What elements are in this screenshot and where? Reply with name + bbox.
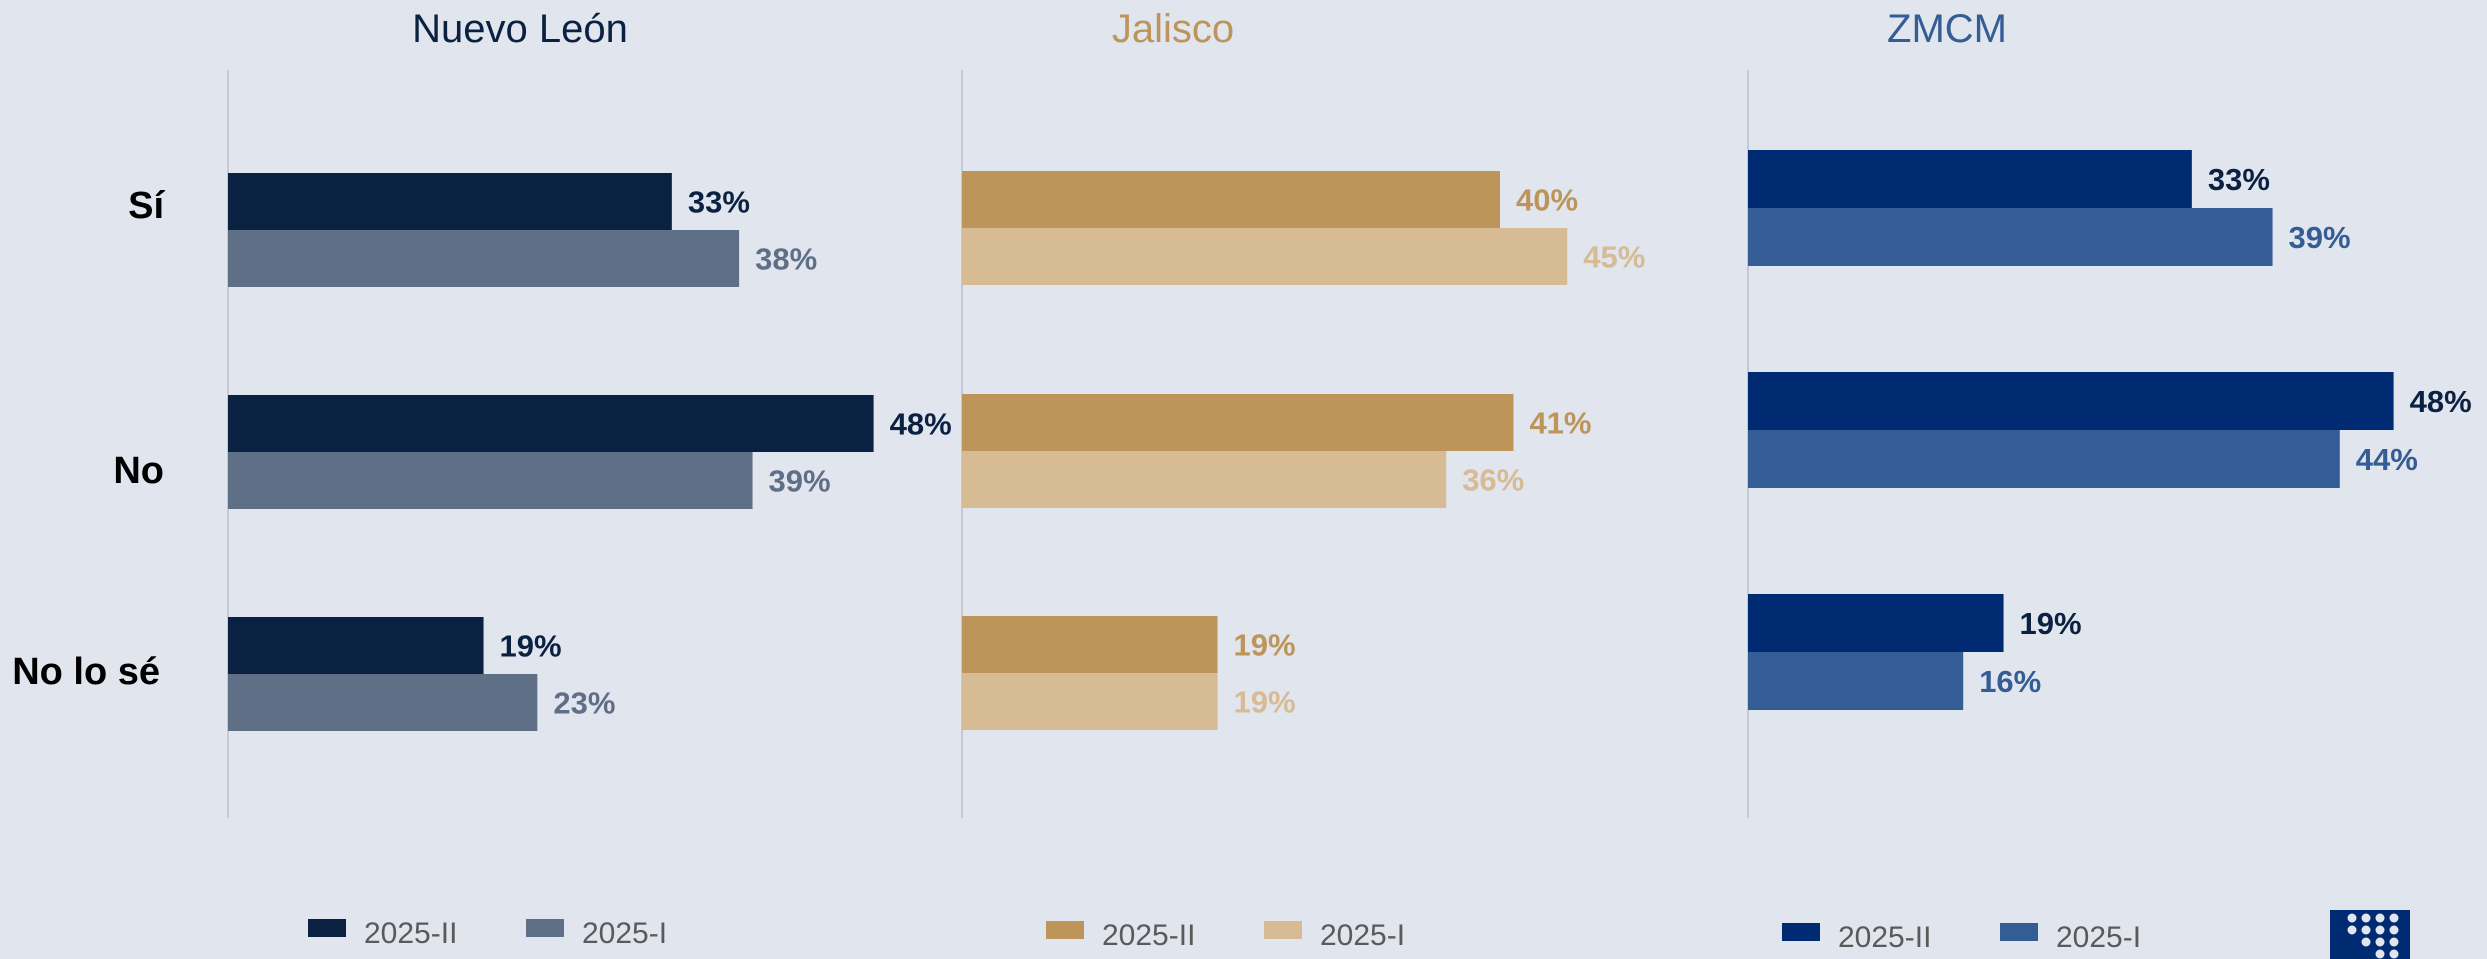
legend-swatch-3-1 [1782, 923, 1820, 941]
data-label-1-s1-c3: 19% [500, 629, 562, 664]
category-label-1: Sí [128, 185, 165, 227]
data-label-3-s2-c3: 16% [1979, 664, 2041, 699]
bar-3-s1-c1 [1748, 150, 2192, 208]
bar-1-s2-c1 [228, 230, 740, 287]
category-label-3: No lo sé [12, 651, 160, 693]
legend-swatch-3-2 [2000, 923, 2038, 941]
bar-2-s1-c1 [962, 171, 1500, 228]
data-label-2-s1-c1: 40% [1516, 183, 1578, 218]
bar-3-s2-c3 [1748, 652, 1964, 710]
data-label-2-s2-c2: 36% [1462, 463, 1524, 498]
bar-2-s2-c2 [962, 451, 1447, 508]
legend-swatch-1-1 [308, 919, 346, 937]
data-label-2-s1-c2: 41% [1529, 406, 1591, 441]
bar-3-s1-c2 [1748, 372, 2394, 430]
legend-swatch-2-1 [1046, 921, 1084, 939]
legend-label-3-1: 2025-II [1838, 921, 1931, 954]
legend-label-2-2: 2025-I [1320, 919, 1405, 952]
data-label-1-s1-c2: 48% [890, 407, 952, 442]
legend-label-2-1: 2025-II [1102, 919, 1195, 952]
bar-1-s2-c2 [228, 452, 753, 509]
data-label-3-s1-c2: 48% [2410, 384, 2472, 419]
data-label-2-s2-c1: 45% [1583, 240, 1645, 275]
bar-3-s2-c1 [1748, 208, 2273, 266]
legend-label-1-2: 2025-I [582, 917, 667, 950]
data-label-2-s2-c3: 19% [1234, 685, 1296, 720]
data-label-2-s1-c3: 19% [1234, 628, 1296, 663]
data-label-1-s2-c1: 38% [755, 242, 817, 277]
bar-2-s2-c1 [962, 228, 1568, 285]
bar-1-s1-c1 [228, 173, 672, 230]
bar-3-s2-c2 [1748, 430, 2340, 488]
bar-1-s2-c3 [228, 674, 538, 731]
category-label-2: No [113, 450, 164, 492]
data-label-3-s2-c2: 44% [2356, 442, 2418, 477]
bar-1-s1-c3 [228, 617, 484, 674]
legend-swatch-2-2 [1264, 921, 1302, 939]
data-label-3-s1-c1: 33% [2208, 162, 2270, 197]
data-label-3-s1-c3: 19% [2020, 606, 2082, 641]
data-label-1-s2-c3: 23% [553, 686, 615, 721]
data-label-3-s2-c1: 39% [2289, 220, 2351, 255]
panel-title-2: Jalisco [1112, 7, 1234, 51]
legend-label-3-2: 2025-I [2056, 921, 2141, 954]
grid-dots-logo-icon [2330, 910, 2410, 959]
bar-1-s1-c2 [228, 395, 874, 452]
bar-2-s1-c3 [962, 616, 1218, 673]
panel-title-1: Nuevo León [412, 7, 628, 51]
data-label-1-s1-c1: 33% [688, 185, 750, 220]
bar-2-s1-c2 [962, 394, 1514, 451]
legend-swatch-1-2 [526, 919, 564, 937]
legend-label-1-1: 2025-II [364, 917, 457, 950]
bar-2-s2-c3 [962, 673, 1218, 730]
bar-3-s1-c3 [1748, 594, 2004, 652]
data-label-1-s2-c2: 39% [769, 464, 831, 499]
panel-title-3: ZMCM [1887, 7, 2007, 51]
